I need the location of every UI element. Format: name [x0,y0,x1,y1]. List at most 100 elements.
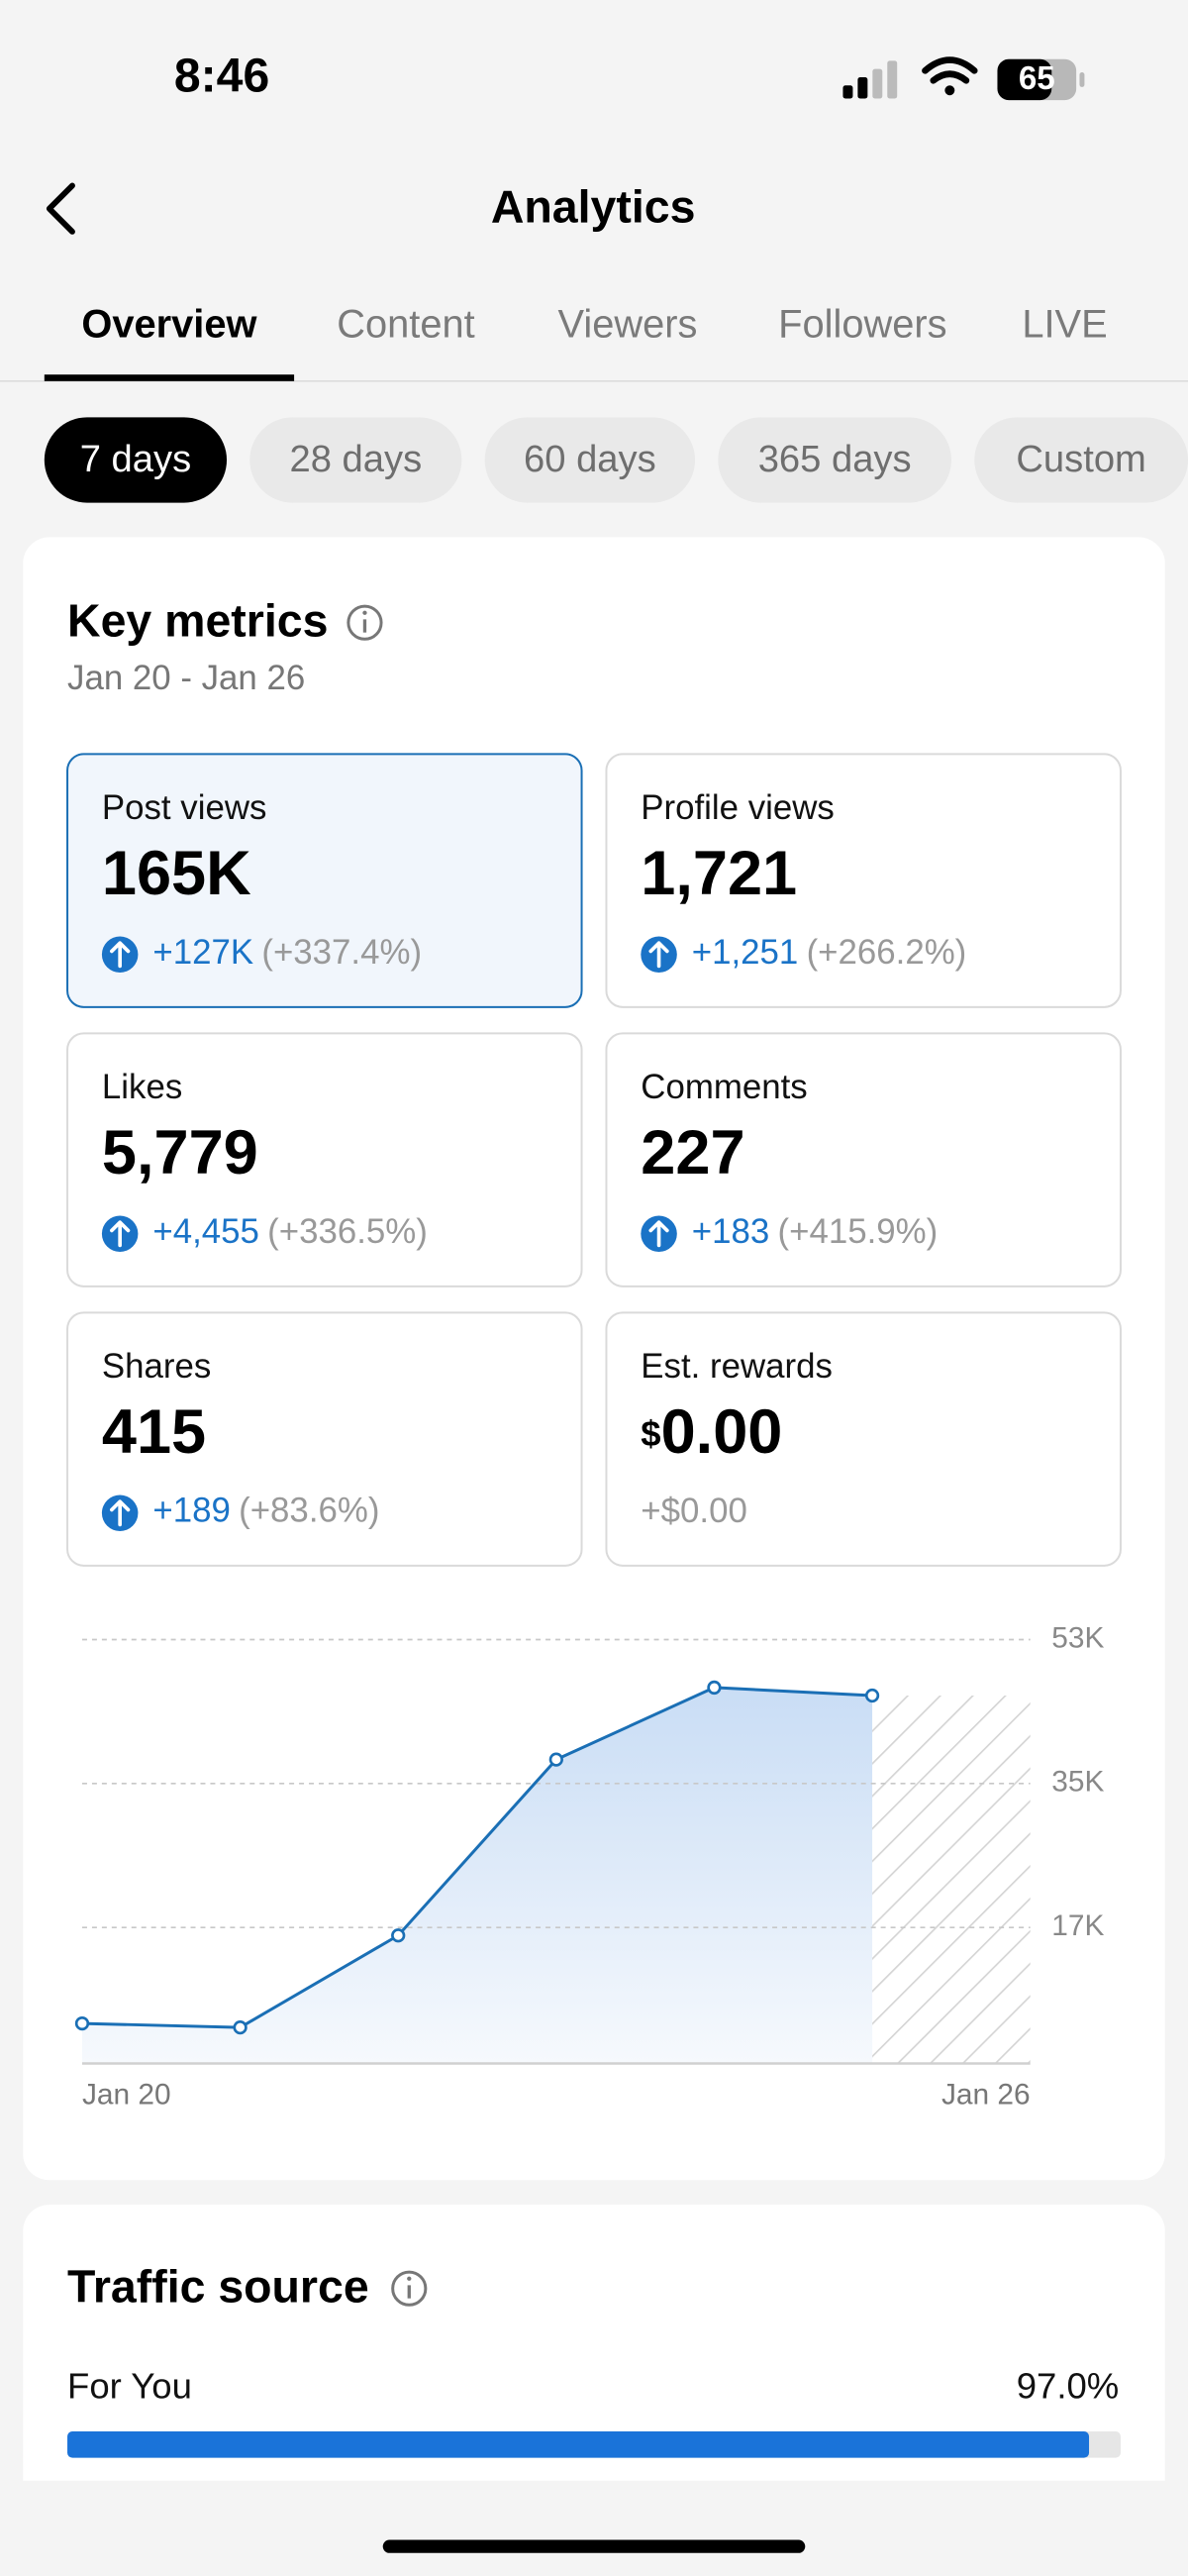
up-arrow [110,1499,131,1527]
tab[interactable]: Content [337,303,474,347]
battery-icon: 65 [997,58,1085,101]
point [864,1688,880,1703]
pill-label: Custom [1016,438,1146,480]
change-percent: (+415.9%) [778,1212,939,1251]
change-percent: (+337.4%) [261,933,422,972]
period-pill[interactable]: 60 days [484,417,696,503]
tab[interactable]: Overview [81,303,257,347]
traffic-rows: For You 97.0% [67,2366,1121,2458]
metric-change: +$0.00 [641,1492,747,1530]
metric-card[interactable]: Shares 415 +189 (+83.6%) [66,1311,583,1567]
metric-label: Shares [102,1347,211,1386]
metric-value: 227 [641,1117,744,1186]
bottom-area [0,2480,1188,2576]
area [81,1687,873,2064]
metric-label: Est. rewards [641,1347,833,1386]
incomplete-period [872,1696,1031,2064]
pill-background [484,417,696,503]
tab[interactable]: Viewers [558,303,698,347]
y-tick-label: 35K [1051,1766,1104,1799]
metric-card[interactable]: Comments 227 +183 (+415.9%) [605,1032,1122,1288]
value: 165K [102,838,251,907]
period-pill[interactable]: 28 days [249,417,462,503]
tab-bar: Overview Content Viewers Followers LIVE [81,303,1107,347]
battery-level: 65 [1019,60,1055,97]
metric-label: Comments [641,1068,807,1106]
value: 5,779 [102,1117,258,1186]
pill-background [44,417,228,503]
up-arrow [110,1220,131,1248]
metric-value: 1,721 [641,838,797,907]
source-percent: 97.0% [1017,2366,1120,2407]
tab[interactable]: Followers [778,303,946,347]
point [74,2015,90,2031]
source-name: For You [67,2366,192,2407]
info-icon[interactable] [346,604,383,641]
x-tick-label: Jan 20 [82,2079,171,2112]
section-title: Key metrics [67,595,328,647]
point [233,2019,248,2035]
change: +127K [152,933,253,972]
metric-value: 5,779 [102,1117,258,1186]
signal-icon [842,60,898,99]
point [391,1928,406,1943]
change: +183 [692,1212,769,1251]
info-icon[interactable] [391,2270,428,2307]
y-tick-label: 17K [1051,1909,1104,1942]
pill-background [974,417,1188,503]
currency: $ [641,1412,660,1453]
change: +189 [152,1492,230,1530]
wifi-icon [922,56,978,96]
metric-grid: Post views 165K +127K (+337.4%) Profile view… [66,753,1122,1567]
date-range: Jan 20 - Jan 26 [67,659,305,697]
metric-change: +127K (+337.4%) [152,933,422,972]
pill-label: 7 days [80,438,191,480]
page-title: Analytics [491,181,696,233]
metric-card[interactable]: Profile views 1,721 +1,251 (+266.2%) [605,753,1122,1008]
card-background [66,1032,583,1288]
metric-card[interactable]: Est. rewards $0.00 +$0.00 [605,1311,1122,1567]
card-background [605,1032,1122,1288]
value: 227 [641,1117,744,1186]
line [81,1686,873,2029]
card-background [66,753,583,1008]
period-pill[interactable]: Custom [974,417,1188,503]
metric-change: +183 (+415.9%) [692,1212,938,1251]
period-filter: 7 days 28 days 60 days 365 days Custom [44,417,1188,503]
period-pill[interactable]: 365 days [718,417,951,503]
metric-change: +1,251 (+266.2%) [692,933,967,972]
metric-value: 415 [102,1396,206,1466]
point [707,1680,722,1696]
value: 0.00 [661,1396,783,1466]
change: +4,455 [152,1212,259,1251]
value: 415 [102,1396,206,1466]
section-title: Traffic source [67,2261,369,2313]
change-percent: (+266.2%) [807,933,967,972]
metric-label: Post views [102,788,267,827]
metric-change: +189 (+83.6%) [152,1492,379,1530]
bar-fill [67,2431,1090,2458]
value: 1,721 [641,838,797,907]
tab-indicator [44,374,295,381]
status-time: 8:46 [174,49,269,102]
metric-card[interactable]: Post views 165K +127K (+337.4%) [66,753,583,1008]
period-pill[interactable]: 7 days [44,417,228,503]
up-arrow [648,1220,669,1248]
back-button[interactable] [46,182,75,235]
change: +1,251 [692,933,799,972]
metric-label: Likes [102,1068,182,1106]
pill-label: 365 days [758,438,912,480]
home-indicator [382,2539,806,2553]
card-background [605,1311,1122,1567]
line-chart: 17K 35K 53K Jan 20 Jan 26 [74,1621,1104,2112]
x-tick-label: Jan 26 [941,2079,1031,2112]
pill-background [718,417,951,503]
point [548,1752,563,1767]
pill-background [249,417,462,503]
pill-label: 60 days [524,438,656,480]
metric-label: Profile views [641,788,835,827]
tab[interactable]: LIVE [1022,303,1107,347]
metric-card[interactable]: Likes 5,779 +4,455 (+336.5%) [66,1032,583,1288]
metric-change: +4,455 (+336.5%) [152,1212,428,1251]
